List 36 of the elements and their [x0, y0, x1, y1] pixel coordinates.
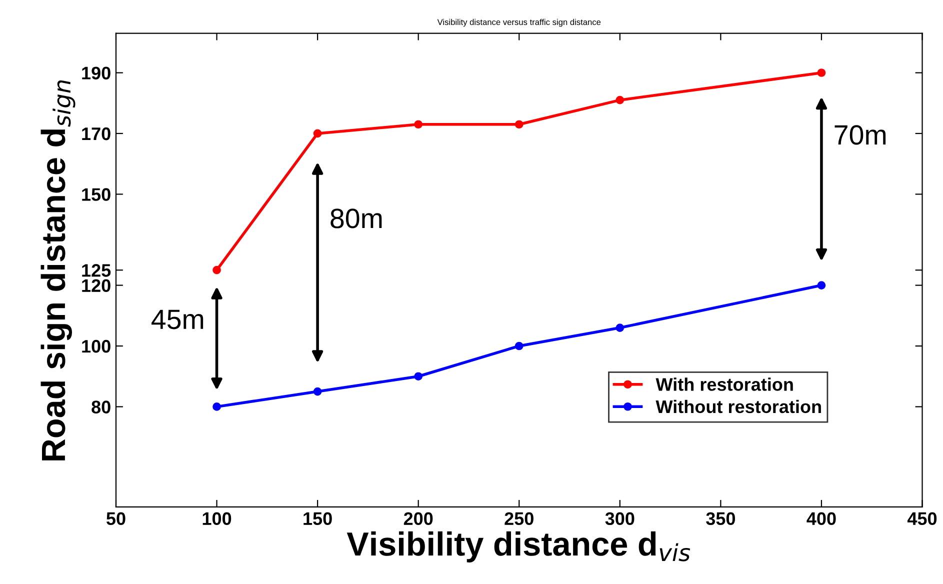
x-tick-label: 200: [404, 512, 433, 526]
x-axis-title: Visibility distance d$_{vis}$: [346, 531, 690, 562]
point: [616, 96, 624, 104]
annotation: 45m: [152, 310, 204, 330]
x-tick-label: 250: [504, 512, 534, 526]
y-axis-title: Road sign distance d$_{sign}$: [40, 80, 76, 460]
x-tick-label: 100: [202, 512, 232, 526]
point: [414, 372, 423, 381]
point: [514, 342, 524, 350]
y-tick-label: 125: [82, 264, 111, 277]
point: [514, 120, 524, 129]
x-tick-label: 350: [706, 512, 736, 526]
x-tick-label: 150: [304, 512, 332, 526]
point: [313, 387, 322, 396]
y-tick-label: 170: [82, 127, 110, 140]
point: [616, 324, 624, 332]
x-tick-label: 450: [907, 512, 937, 526]
annotation: 70m: [834, 125, 886, 145]
legend-label: With restoration: [656, 378, 793, 391]
point: [817, 281, 826, 290]
x-tick-label: 400: [806, 512, 836, 526]
point: [212, 266, 221, 274]
point: [212, 402, 221, 411]
y-tick-label: 80: [92, 400, 110, 414]
x-tick-label: 300: [605, 512, 634, 526]
point: [313, 129, 322, 138]
y-tick-label: 150: [82, 188, 110, 201]
y-tick-label: 120: [82, 279, 110, 292]
annotation: 80m: [330, 208, 382, 228]
point: [817, 68, 826, 77]
chart-title: Visibility distance versus traffic sign distance: [437, 18, 601, 27]
y-tick-label: 190: [82, 66, 110, 80]
point: [414, 120, 423, 129]
legend-label: Without restoration: [656, 400, 821, 414]
y-tick-label: 100: [82, 340, 110, 353]
x-tick-label: 50: [106, 512, 126, 526]
